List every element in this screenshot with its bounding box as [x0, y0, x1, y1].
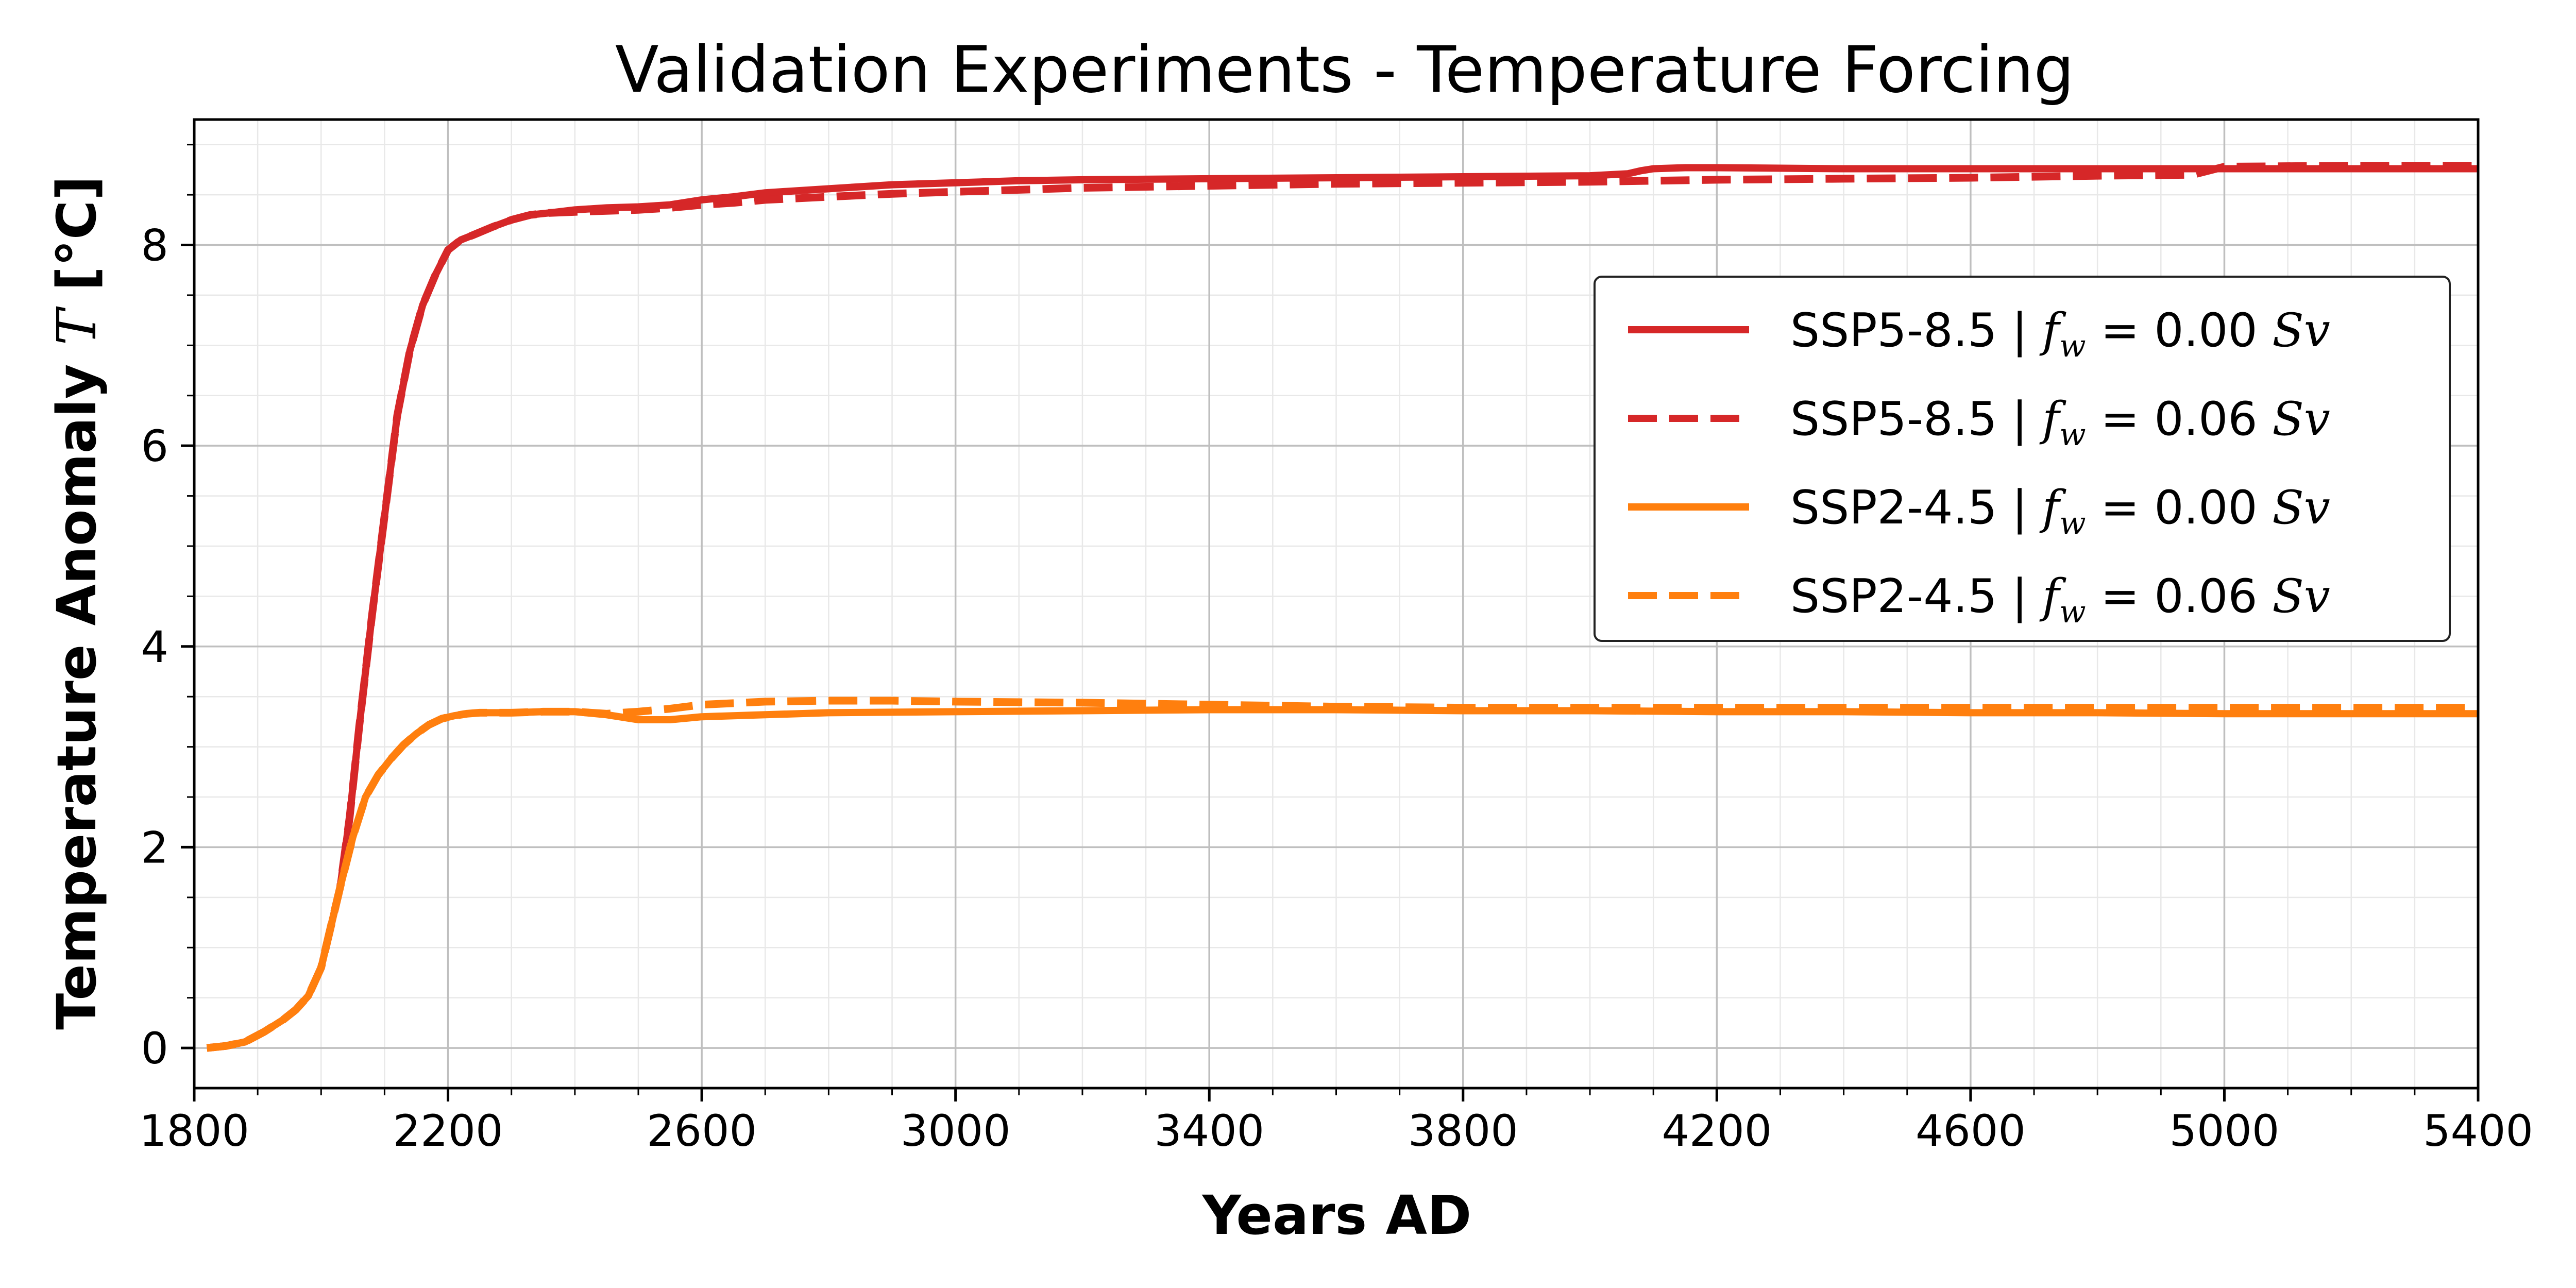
y-tick-label: 8	[141, 221, 168, 271]
x-tick-label: 3800	[1408, 1106, 1518, 1156]
x-tick-label: 3000	[901, 1106, 1011, 1156]
x-tick-label: 2200	[393, 1106, 503, 1156]
x-tick-label: 2600	[647, 1106, 757, 1156]
chart-title: Validation Experiments - Temperature For…	[615, 33, 2074, 107]
series-group	[206, 162, 2478, 1052]
x-tick-label: 5000	[2170, 1106, 2280, 1156]
y-tick-label: 2	[141, 822, 168, 873]
x-tick-label: 1800	[139, 1106, 249, 1156]
y-tick-label: 4	[141, 622, 168, 672]
y-tick-label: 6	[141, 421, 168, 471]
legend-label-4: SSP2-4.5 | fw = 0.06 Sv	[1790, 569, 2330, 630]
y-axis-label-pre: Temperature Anomaly	[45, 345, 108, 1029]
x-axis-label: Years AD	[1201, 1184, 1472, 1247]
y-axis-label-var: T	[45, 306, 108, 345]
series-line-4	[206, 697, 2478, 1052]
y-axis-label: Temperature Anomaly T [°C]	[45, 176, 108, 1029]
y-axis-label-post: [°C]	[45, 176, 108, 310]
legend-label-2: SSP5-8.5 | fw = 0.06 Sv	[1790, 392, 2330, 453]
y-tick-label: 0	[141, 1023, 168, 1074]
ticks: 1800 2200 2600 3000 3400 3800 4200 4600 5000 5400…	[139, 144, 2533, 1156]
x-tick-label: 3400	[1154, 1106, 1264, 1156]
x-tick-label: 4200	[1662, 1106, 1772, 1156]
x-tick-label: 4600	[1916, 1106, 2026, 1156]
legend-label-3: SSP2-4.5 | fw = 0.00 Sv	[1790, 481, 2330, 541]
legend-box	[1594, 276, 2451, 642]
x-tick-label: 5400	[2423, 1106, 2533, 1156]
